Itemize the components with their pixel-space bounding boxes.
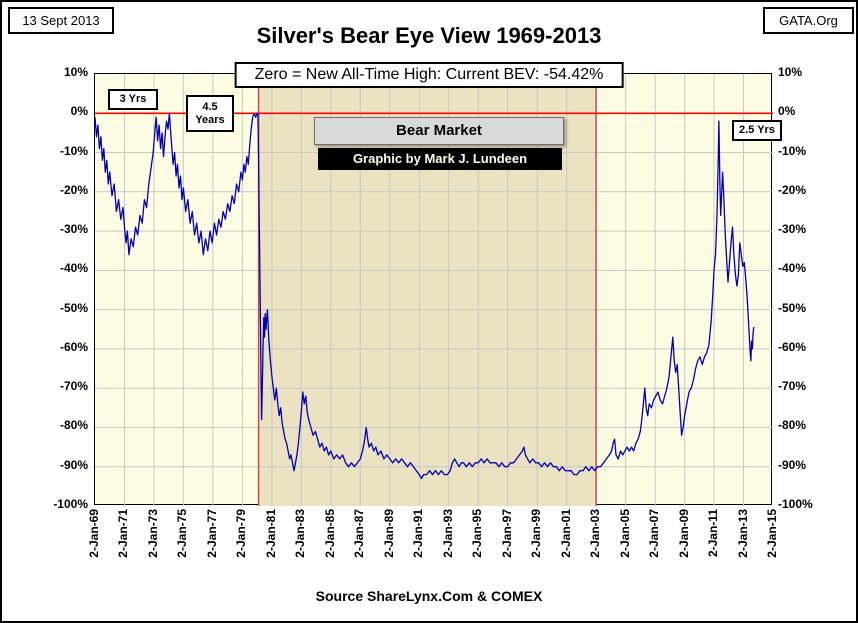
x-axis-label: 2-Jan-89 [381,509,396,558]
annotation-2-5-yrs: 2.5 Yrs [732,120,782,141]
y-axis-label-right: -80% [778,418,807,433]
y-axis-label-right: -70% [778,379,807,394]
x-axis-label: 2-Jan-75 [175,509,190,558]
x-axis-label: 2-Jan-79 [234,509,249,558]
org-label: GATA.Org [779,13,838,28]
chart-title: Silver's Bear Eye View 1969-2013 [256,23,602,48]
x-axis-label: 2-Jan-97 [499,509,514,558]
annotation-3-yrs: 3 Yrs [108,89,158,110]
x-axis-label: 2-Jan-05 [617,509,632,558]
x-axis-label: 2-Jan-09 [676,509,691,558]
plot-area [94,73,773,506]
y-axis-label-right: -10% [778,143,807,158]
x-axis-label: 2-Jan-91 [411,509,426,558]
y-axis-label-right: 0% [778,104,796,119]
y-axis-label-left: -30% [59,222,88,237]
chart-subtitle-box: Zero = New All-Time High: Current BEV: -… [234,62,624,88]
x-axis-label: 2-Jan-01 [558,509,573,558]
y-axis-label-left: -100% [53,497,88,511]
y-axis-label-left: 10% [63,65,88,79]
y-axis-label-left: -60% [59,339,88,354]
y-axis-label-left: -10% [59,143,88,158]
x-axis-label: 2-Jan-07 [647,509,662,558]
x-axis-label: 2-Jan-95 [470,509,485,558]
y-axis-label-right: -100% [778,497,813,511]
bev-chart-svg [95,74,773,506]
y-axis-label-left: -50% [59,300,88,315]
x-axis-label: 2-Jan-93 [440,509,455,558]
y-axis-label-right: -20% [778,182,807,197]
y-axis-label-left: -80% [59,418,88,433]
source-caption: Source ShareLynx.Com & COMEX [315,588,543,604]
date-stamp-box: 13 Sept 2013 [8,7,114,34]
x-axis-label: 2-Jan-87 [352,509,367,558]
org-box: GATA.Org [763,7,854,34]
y-axis-label-left: -90% [59,457,88,472]
annotation-4-5-years: 4.5 Years [186,95,234,132]
x-axis-label: 2-Jan-85 [322,509,337,558]
x-axis-label: 2-Jan-71 [116,509,131,558]
bear-market-band [258,74,597,506]
x-axis-label: 2-Jan-13 [735,509,750,558]
y-axis-label-right: 10% [778,65,803,79]
y-axis-label-right: -40% [778,261,807,276]
x-axis-label: 2-Jan-03 [588,509,603,558]
x-axis-label: 2-Jan-73 [145,509,160,558]
y-axis-label-right: -60% [778,339,807,354]
y-axis-label-left: -70% [59,379,88,394]
x-axis-label: 2-Jan-99 [529,509,544,558]
x-axis-label: 2-Jan-83 [293,509,308,558]
y-axis-label-right: -50% [778,300,807,315]
x-axis-label: 2-Jan-77 [204,509,219,558]
y-axis-label-left: -40% [59,261,88,276]
bev-line [95,112,755,480]
y-axis-label-left: 0% [70,104,88,119]
date-stamp: 13 Sept 2013 [22,13,100,28]
annotation-credit: Graphic by Mark J. Lundeen [318,148,562,170]
x-axis-label: 2-Jan-11 [706,509,721,558]
y-axis-label-right: -30% [778,222,807,237]
y-axis-label-left: -20% [59,182,88,197]
x-axis-label: 2-Jan-81 [263,509,278,558]
x-axis-label: 2-Jan-15 [765,509,779,558]
y-axis-label-right: -90% [778,457,807,472]
x-axis-label: 2-Jan-69 [87,509,101,558]
annotation-bear-market: Bear Market [314,117,564,145]
